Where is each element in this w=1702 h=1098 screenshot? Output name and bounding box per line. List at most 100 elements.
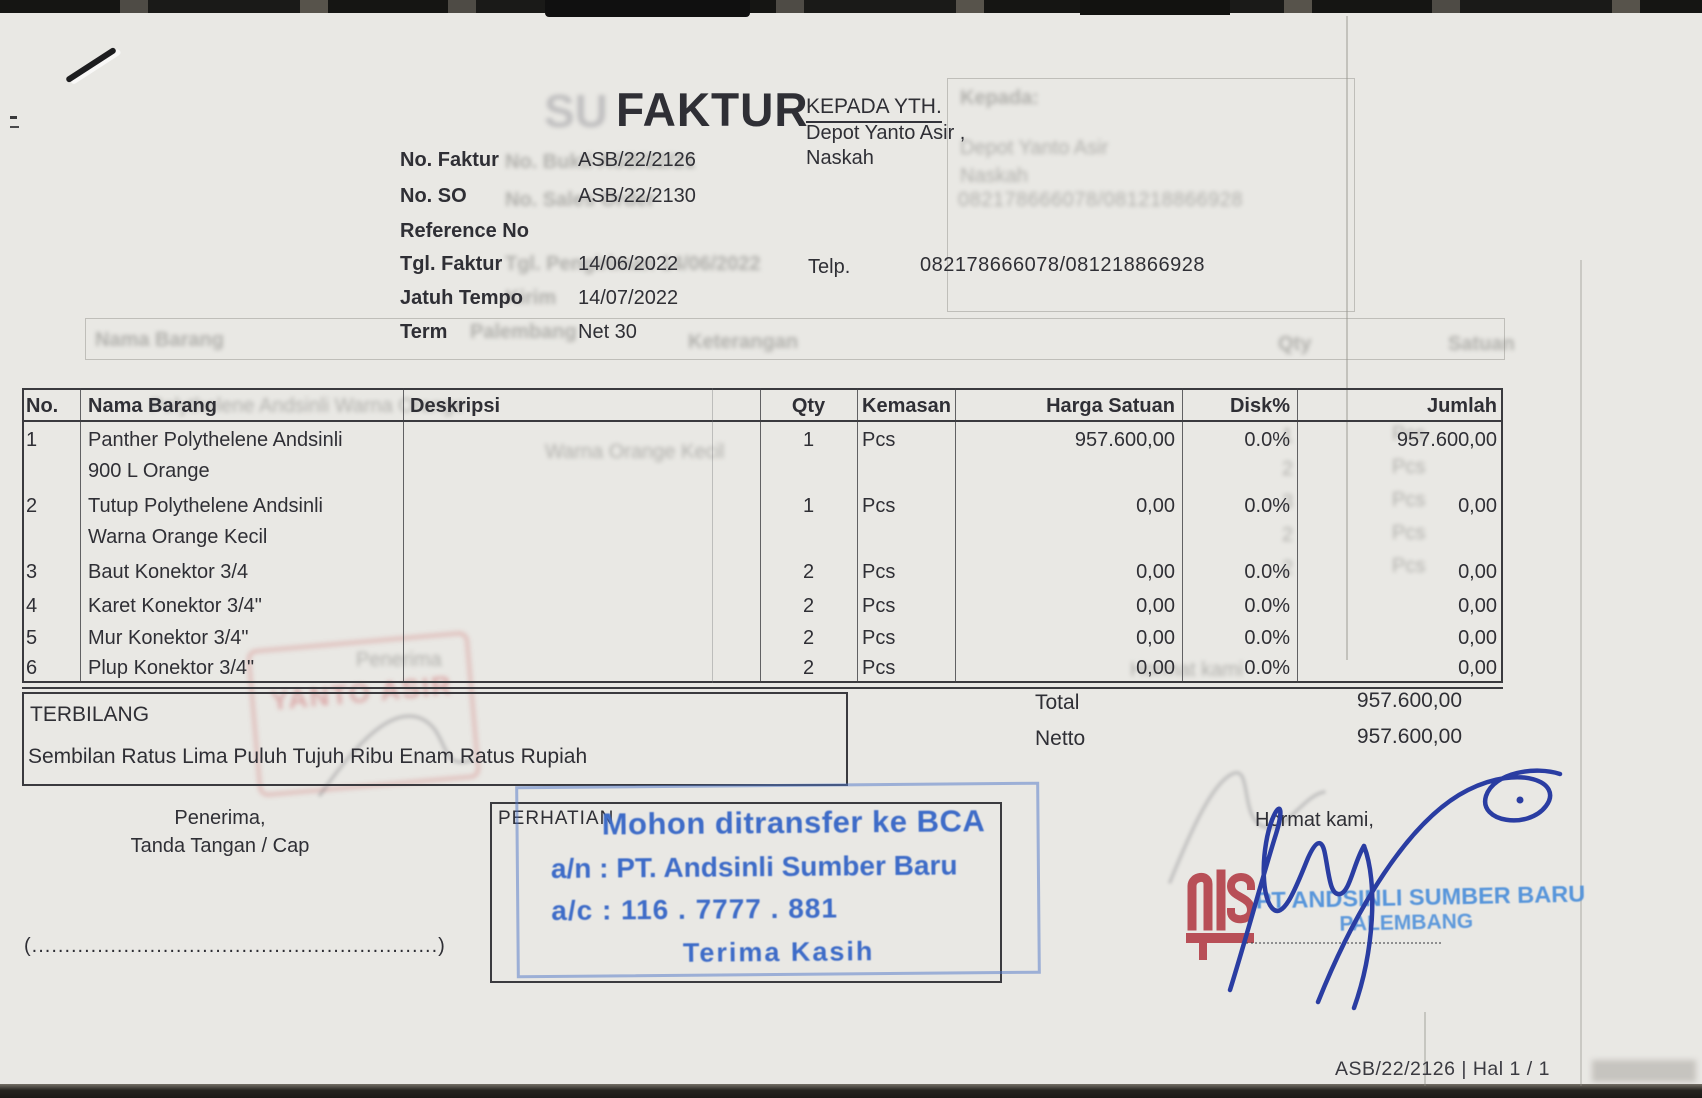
terbilang-text: Sembilan Ratus Lima Puluh Tujuh Ribu Ena…	[28, 745, 588, 768]
stamp-line-account-number: a/c : 116 . 7777 . 881	[551, 892, 839, 926]
tanda-tangan-label: Tanda Tangan / Cap	[130, 835, 310, 857]
table-vline	[403, 388, 404, 683]
table-bottom-double-rule	[22, 687, 1503, 689]
ghost-meta-line: No. Bukti ASB/22/21	[505, 151, 696, 173]
ghost-col-satuan: Satuan	[1448, 333, 1515, 355]
meta-value-no-faktur: ASB/22/2126	[578, 149, 696, 171]
ghost-kepada-box	[947, 78, 1355, 312]
cell-harga: 0,00	[1136, 495, 1175, 517]
ghost-item-line: Warna Orange Kecil	[545, 441, 725, 463]
meta-label-term: Term	[400, 321, 448, 343]
cell-qty: 1	[802, 429, 815, 451]
meta-value-jatuh-tempo: 14/07/2022	[578, 287, 679, 309]
ghost-col-keterangan: Keterangan	[688, 331, 799, 353]
cell-no: 5	[26, 627, 38, 649]
total-value: 957.600,00	[1356, 689, 1462, 712]
cell-qty: 2	[802, 561, 815, 583]
cell-disk: 0.0%	[1244, 495, 1290, 517]
cell-no: 2	[26, 495, 38, 517]
penerima-label: Penerima,	[174, 807, 266, 829]
ghost-meta-line: Tgl. Pengiriman 14/06/2022	[505, 253, 761, 275]
col-header-qty: Qty	[791, 395, 826, 417]
cell-nama-line2: Warna Orange Kecil	[88, 526, 268, 548]
cell-nama-line2: 900 L Orange	[88, 460, 210, 482]
table-vline	[857, 388, 858, 683]
recipient-name: Depot Yanto Asir ,	[806, 122, 966, 144]
table-vline	[1182, 388, 1183, 683]
cell-nama-line1: Karet Konektor 3/4"	[88, 595, 262, 617]
cell-nama-line1: Plup Konektor 3/4"	[88, 657, 255, 679]
ghost-back-title: SU	[544, 85, 608, 137]
footer-smudge	[1592, 1060, 1696, 1082]
cell-disk: 0.0%	[1244, 561, 1290, 583]
cell-disk: 0.0%	[1244, 627, 1290, 649]
meta-label-no-faktur: No. Faktur	[400, 149, 499, 171]
ghost-qty-value: 1	[1282, 425, 1294, 447]
meta-value-no-so: ASB/22/2130	[578, 185, 696, 207]
fold-crease	[1346, 16, 1348, 660]
perhatian-label: PERHATIAN	[498, 808, 615, 829]
cell-jumlah: 0,00	[1458, 561, 1497, 583]
recipient-city: Naskah	[806, 147, 874, 169]
cell-kemasan: Pcs	[862, 627, 896, 649]
ink-speck	[10, 116, 17, 119]
ghost-satuan-value: Pcs	[1392, 456, 1426, 478]
ghost-penerima: Penerima	[356, 649, 442, 671]
cell-no: 1	[26, 429, 38, 451]
cell-jumlah: 0,00	[1458, 595, 1497, 617]
col-header-jumlah: Jumlah	[1426, 395, 1497, 417]
cell-jumlah: 0,00	[1458, 657, 1497, 679]
ghost-qty-value: 2	[1282, 557, 1294, 579]
phone-value: 082178666078/081218866928	[920, 254, 1206, 276]
netto-value: 957.600,00	[1356, 725, 1462, 748]
col-header-kemasan: Kemasan	[862, 395, 951, 417]
ghost-col-nama-barang: Nama Barang	[95, 329, 224, 351]
scan-edge-top-blob	[1080, 0, 1230, 15]
bank-transfer-stamp: Mohon ditransfer ke BCA a/n : PT. Andsin…	[515, 781, 1041, 979]
ghost-table-header-band	[85, 318, 1505, 360]
col-header-disk: Disk%	[1229, 395, 1290, 417]
signature-dotted-line: (.......................................…	[24, 935, 446, 957]
cell-nama-line1: Baut Konektor 3/4	[88, 561, 249, 583]
company-logo	[1186, 869, 1256, 960]
cell-harga: 957.600,00	[1074, 429, 1175, 451]
ghost-item-line: Polythelene Andsinli Warna Orange	[150, 395, 465, 417]
ghost-col-qty: Qty	[1278, 333, 1312, 355]
cell-kemasan: Pcs	[862, 595, 896, 617]
cell-jumlah: 0,00	[1458, 495, 1497, 517]
col-header-no: No.	[26, 395, 59, 417]
table-vline	[760, 388, 761, 683]
ghost-hormat-kami: Hormat kami	[1130, 659, 1244, 681]
ghost-kepada-phone: 082178666078/081218866928	[958, 189, 1244, 211]
cell-harga: 0,00	[1136, 595, 1175, 617]
cell-disk: 0.0%	[1244, 595, 1290, 617]
cell-kemasan: Pcs	[862, 561, 896, 583]
cell-jumlah: 957.600,00	[1396, 429, 1497, 451]
ghost-qty-value: 3	[1282, 491, 1294, 513]
cell-nama-line1: Tutup Polythelene Andsinli	[88, 495, 323, 517]
ghost-kepada-city: Naskah	[960, 165, 1028, 187]
meta-label-no-so: No. SO	[400, 185, 467, 207]
table-vline	[1297, 388, 1298, 683]
ghost-kepada-name: Depot Yanto Asir	[960, 137, 1109, 159]
table-vline	[955, 388, 956, 683]
cell-disk: 0.0%	[1244, 429, 1290, 451]
terbilang-label: TERBILANG	[30, 703, 150, 726]
ghost-meta-line: Palembang	[470, 321, 577, 343]
ghost-satuan-value: Pcs	[1392, 423, 1426, 445]
cell-nama-line1: Mur Konektor 3/4"	[88, 627, 249, 649]
cell-qty: 2	[802, 627, 815, 649]
phone-label: Telp.	[808, 256, 851, 278]
scan-edge-top-blob	[545, 0, 750, 17]
meta-label-tgl-faktur: Tgl. Faktur	[400, 253, 503, 275]
stamp-line-transfer: Mohon ditransfer ke BCA	[601, 803, 986, 842]
cell-jumlah: 0,00	[1458, 627, 1497, 649]
table-vline	[80, 388, 81, 683]
ghost-gray-scribble	[318, 714, 474, 797]
cell-harga: 0,00	[1136, 657, 1175, 679]
footer-page-info: ASB/22/2126 | Hal 1 / 1	[1335, 1058, 1550, 1080]
scan-edge-bottom	[0, 1084, 1702, 1098]
ghost-satuan-value: Pcs	[1392, 555, 1426, 577]
cell-kemasan: Pcs	[862, 495, 896, 517]
